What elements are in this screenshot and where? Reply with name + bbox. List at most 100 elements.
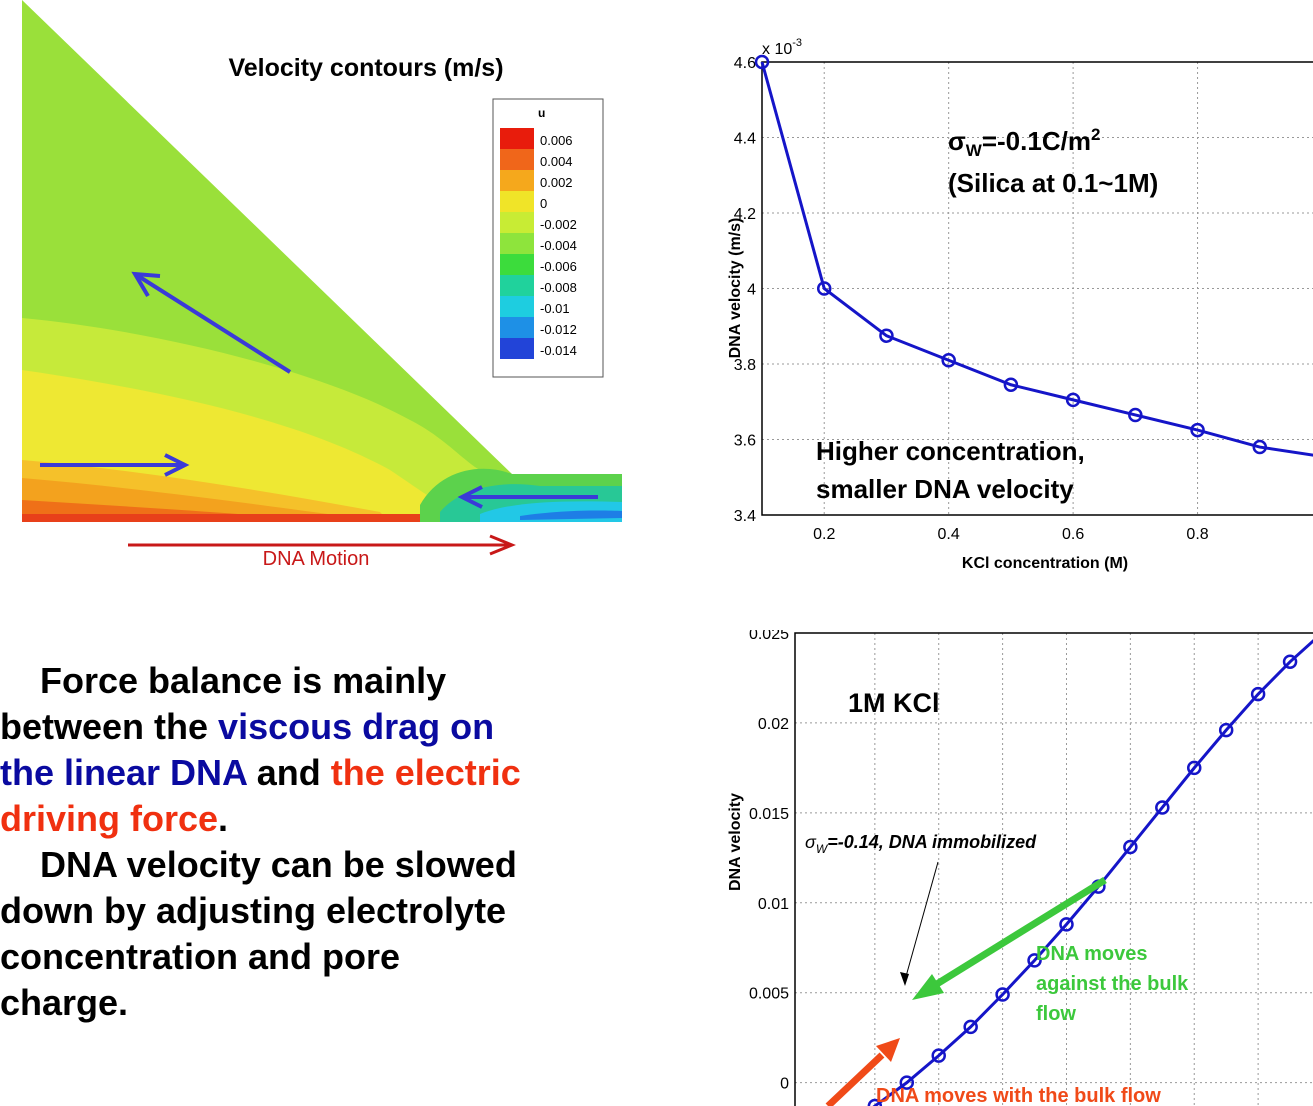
chart1-point (754, 54, 770, 70)
chart1-ticks: 0.2 0.4 0.6 0.8 3.4 3.6 3.8 4 4.2 4.4 4.6 (734, 55, 1209, 543)
flow-arrow-left (457, 485, 598, 509)
legend-swatch (500, 170, 534, 191)
chart1-ytick-label: 3.8 (734, 357, 756, 374)
chart1-ytick-label: 4 (747, 282, 756, 299)
chart1-note-line2: smaller DNA velocity (816, 474, 1074, 504)
legend-label: 0.002 (540, 175, 573, 190)
legend-label: 0.004 (540, 154, 573, 169)
chart2-point (1250, 686, 1266, 702)
body-line: between the viscous drag on (0, 704, 690, 750)
body-line: DNA velocity can be slowed (0, 842, 690, 888)
legend-title: u (538, 106, 545, 120)
chart1-xtick-label: 0.8 (1186, 526, 1208, 543)
chart2-plot-frame (794, 632, 1313, 1106)
chart2-ytick-label: 0 (780, 1076, 789, 1093)
chart1-silica-annotation: (Silica at 0.1~1M) (948, 168, 1158, 198)
dna-motion-label: DNA Motion (263, 548, 370, 570)
legend-label: -0.008 (540, 280, 577, 295)
flow-arrow-right (40, 453, 190, 477)
legend-rows: 0.006 0.004 0.002 0 -0.002 -0.004 -0.006 -0.008… (500, 128, 577, 359)
body-line: down by adjusting electrolyte (0, 888, 690, 934)
dna-motion-arrow (128, 534, 516, 556)
chart1-series-line (760, 61, 1313, 457)
chart2-annotation-pointer-head (900, 972, 909, 986)
legend-swatch (500, 317, 534, 338)
chart2-point (1027, 953, 1042, 968)
legend-swatch (500, 296, 534, 317)
red-arrow (825, 1038, 900, 1106)
green-arrow (912, 877, 1107, 1000)
chart2-title: 1M KCl (848, 688, 940, 718)
chart1-ytick-label: 4.4 (734, 131, 756, 148)
chart2-ytick-label: 0.02 (758, 716, 789, 733)
chart1-note-line1: Higher concentration, (816, 436, 1085, 466)
chart1-ytick-label: 3.6 (734, 433, 756, 450)
kcl-velocity-chart: 0.2 0.4 0.6 0.8 3.4 3.6 3.8 4 4.2 4.4 4.6 x 10-3 K… (727, 37, 1313, 572)
chart1-point (1252, 439, 1268, 455)
chart1-xtick-label: 0.4 (938, 526, 960, 543)
chart2-point (963, 1019, 978, 1035)
body-text-segment: driving force (0, 798, 219, 839)
chart2-ytick-label: 0.005 (749, 986, 789, 1003)
chart2-point (1282, 654, 1298, 670)
chart1-xlabel: KCl concentration (M) (962, 555, 1128, 572)
legend-label: -0.004 (540, 238, 577, 253)
chart1-point (1128, 407, 1143, 423)
chart2-green-line3: flow (1036, 1003, 1076, 1025)
contour-title: Velocity contours (m/s) (228, 54, 503, 82)
contour-legend: u 0.006 0.004 0.002 0 -0.002 -0.004 -0.006 -0.0… (492, 98, 604, 378)
chart2-ytick-label: 0.015 (749, 806, 789, 823)
flow-arrow-upper-left (131, 271, 292, 374)
chart1-exponent: x 10-3 (762, 37, 802, 58)
body-text-segment: the electric (330, 752, 521, 793)
chart2-point (899, 1075, 915, 1090)
chart2-point (931, 1048, 946, 1063)
chart2-annotation-pointer (904, 861, 939, 981)
body-text-segment: between the (0, 706, 219, 747)
chart1-point (879, 328, 894, 343)
legend-label: 0 (540, 196, 547, 211)
chart2-point (1218, 722, 1234, 738)
chart1-ytick-label: 3.4 (734, 508, 756, 525)
contour-vortex-blue (520, 510, 622, 520)
chart2-ytick-label: 0.025 (749, 630, 789, 643)
chart1-point (816, 281, 832, 296)
velocity-contour-figure: DNA Motion Velocity contours (m/s) u 0.0… (22, 0, 622, 570)
body-text-segment: Force balance is mainly (40, 660, 447, 701)
chart1-xtick-label: 0.6 (1062, 526, 1084, 543)
chart2-ytick-label: 0.01 (758, 896, 789, 913)
body-line: Force balance is mainly (0, 658, 690, 704)
legend-label: -0.002 (540, 217, 577, 232)
legend-label: -0.01 (540, 301, 570, 316)
body-text-segment: charge. (0, 982, 129, 1023)
chart2-point (1186, 760, 1202, 776)
body-line: concentration and pore (0, 934, 690, 980)
chart2-green-line1: DNA moves (1036, 943, 1148, 965)
legend-swatch (500, 128, 534, 149)
legend-label: -0.012 (540, 322, 577, 337)
body-text-segment: and (246, 752, 331, 793)
body-line: charge. (0, 980, 690, 1026)
legend-swatch (500, 338, 534, 359)
legend-swatch (500, 233, 534, 254)
chart2-point (1155, 800, 1170, 815)
chart2-ylabel: DNA velocity (727, 793, 744, 891)
legend-swatch (500, 149, 534, 170)
chart2-green-line2: against the bulk (1036, 973, 1189, 995)
chart2-series (867, 639, 1313, 1106)
chart2-point (867, 1098, 883, 1106)
body-line: the linear DNA and the electric (0, 750, 690, 796)
body-text-segment: . (218, 798, 229, 839)
chart1-sigma-annotation: σW=-0.1C/m2 (948, 125, 1100, 160)
chart1-ytick-label: 4.2 (734, 206, 756, 223)
chart2-point (995, 987, 1010, 1002)
chart1-point (1190, 422, 1205, 438)
chart1-series (754, 54, 1313, 457)
chart2-sigma-annotation: σW=-0.14, DNA immobilized (805, 832, 1037, 856)
chart1-point (941, 352, 956, 368)
chart2-point (1059, 917, 1074, 932)
body-text-segment: DNA velocity can be slowed (40, 844, 517, 885)
contour-band-red (22, 514, 442, 522)
legend-swatch (500, 254, 534, 275)
chart1-ytick-label: 4.6 (734, 55, 756, 72)
